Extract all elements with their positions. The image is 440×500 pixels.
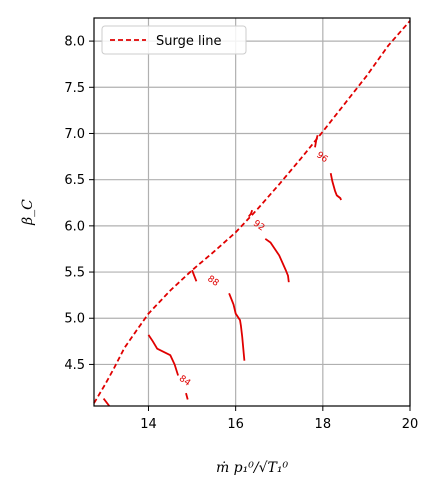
legend-box	[101, 25, 247, 55]
y-tick-label: 5.5	[64, 266, 85, 281]
y-axis-label: β_C	[20, 199, 36, 226]
contour-line-88	[191, 269, 198, 282]
legend: Surge line	[101, 25, 247, 55]
y-axis: 4.5 5.0 5.5 6.0 6.5 7.0 7.5 8.0	[64, 35, 94, 373]
y-tick-label: 5.0	[64, 312, 85, 327]
legend-label-surge-line: Surge line	[156, 34, 221, 49]
contour-label-84: 84	[177, 374, 192, 389]
contour-line-96	[329, 173, 342, 201]
plot-frame	[93, 17, 411, 407]
contour-line-92	[247, 209, 254, 218]
x-tick-label: 16	[227, 417, 244, 432]
y-tick-label: 7.5	[64, 81, 85, 96]
surge-line-series	[93, 20, 411, 404]
x-axis: 14 16 18 20	[140, 406, 418, 432]
x-tick-label: 18	[315, 417, 332, 432]
contour-line-84	[102, 398, 111, 407]
y-tick-label: 4.5	[64, 358, 85, 373]
series-line-surge	[93, 20, 411, 404]
contour-label-92: 92	[251, 219, 266, 234]
y-tick-label: 7.0	[64, 127, 85, 142]
contour-label-88: 88	[205, 274, 220, 289]
x-tick-label: 14	[140, 417, 157, 432]
y-tick-label: 6.5	[64, 173, 85, 188]
x-tick-label: 20	[402, 417, 419, 432]
y-tick-label: 6.0	[64, 219, 85, 234]
contour-line-84	[185, 392, 189, 400]
y-tick-label: 8.0	[64, 35, 85, 50]
contour-line-92	[264, 238, 290, 283]
contour-line-88	[228, 292, 246, 361]
contour-line-84	[147, 334, 179, 376]
efficiency-contours: 84 88 92 96	[102, 135, 342, 407]
x-axis-label: ṁ p₁⁰/√T₁⁰	[216, 460, 289, 476]
contour-label-96: 96	[314, 150, 329, 165]
